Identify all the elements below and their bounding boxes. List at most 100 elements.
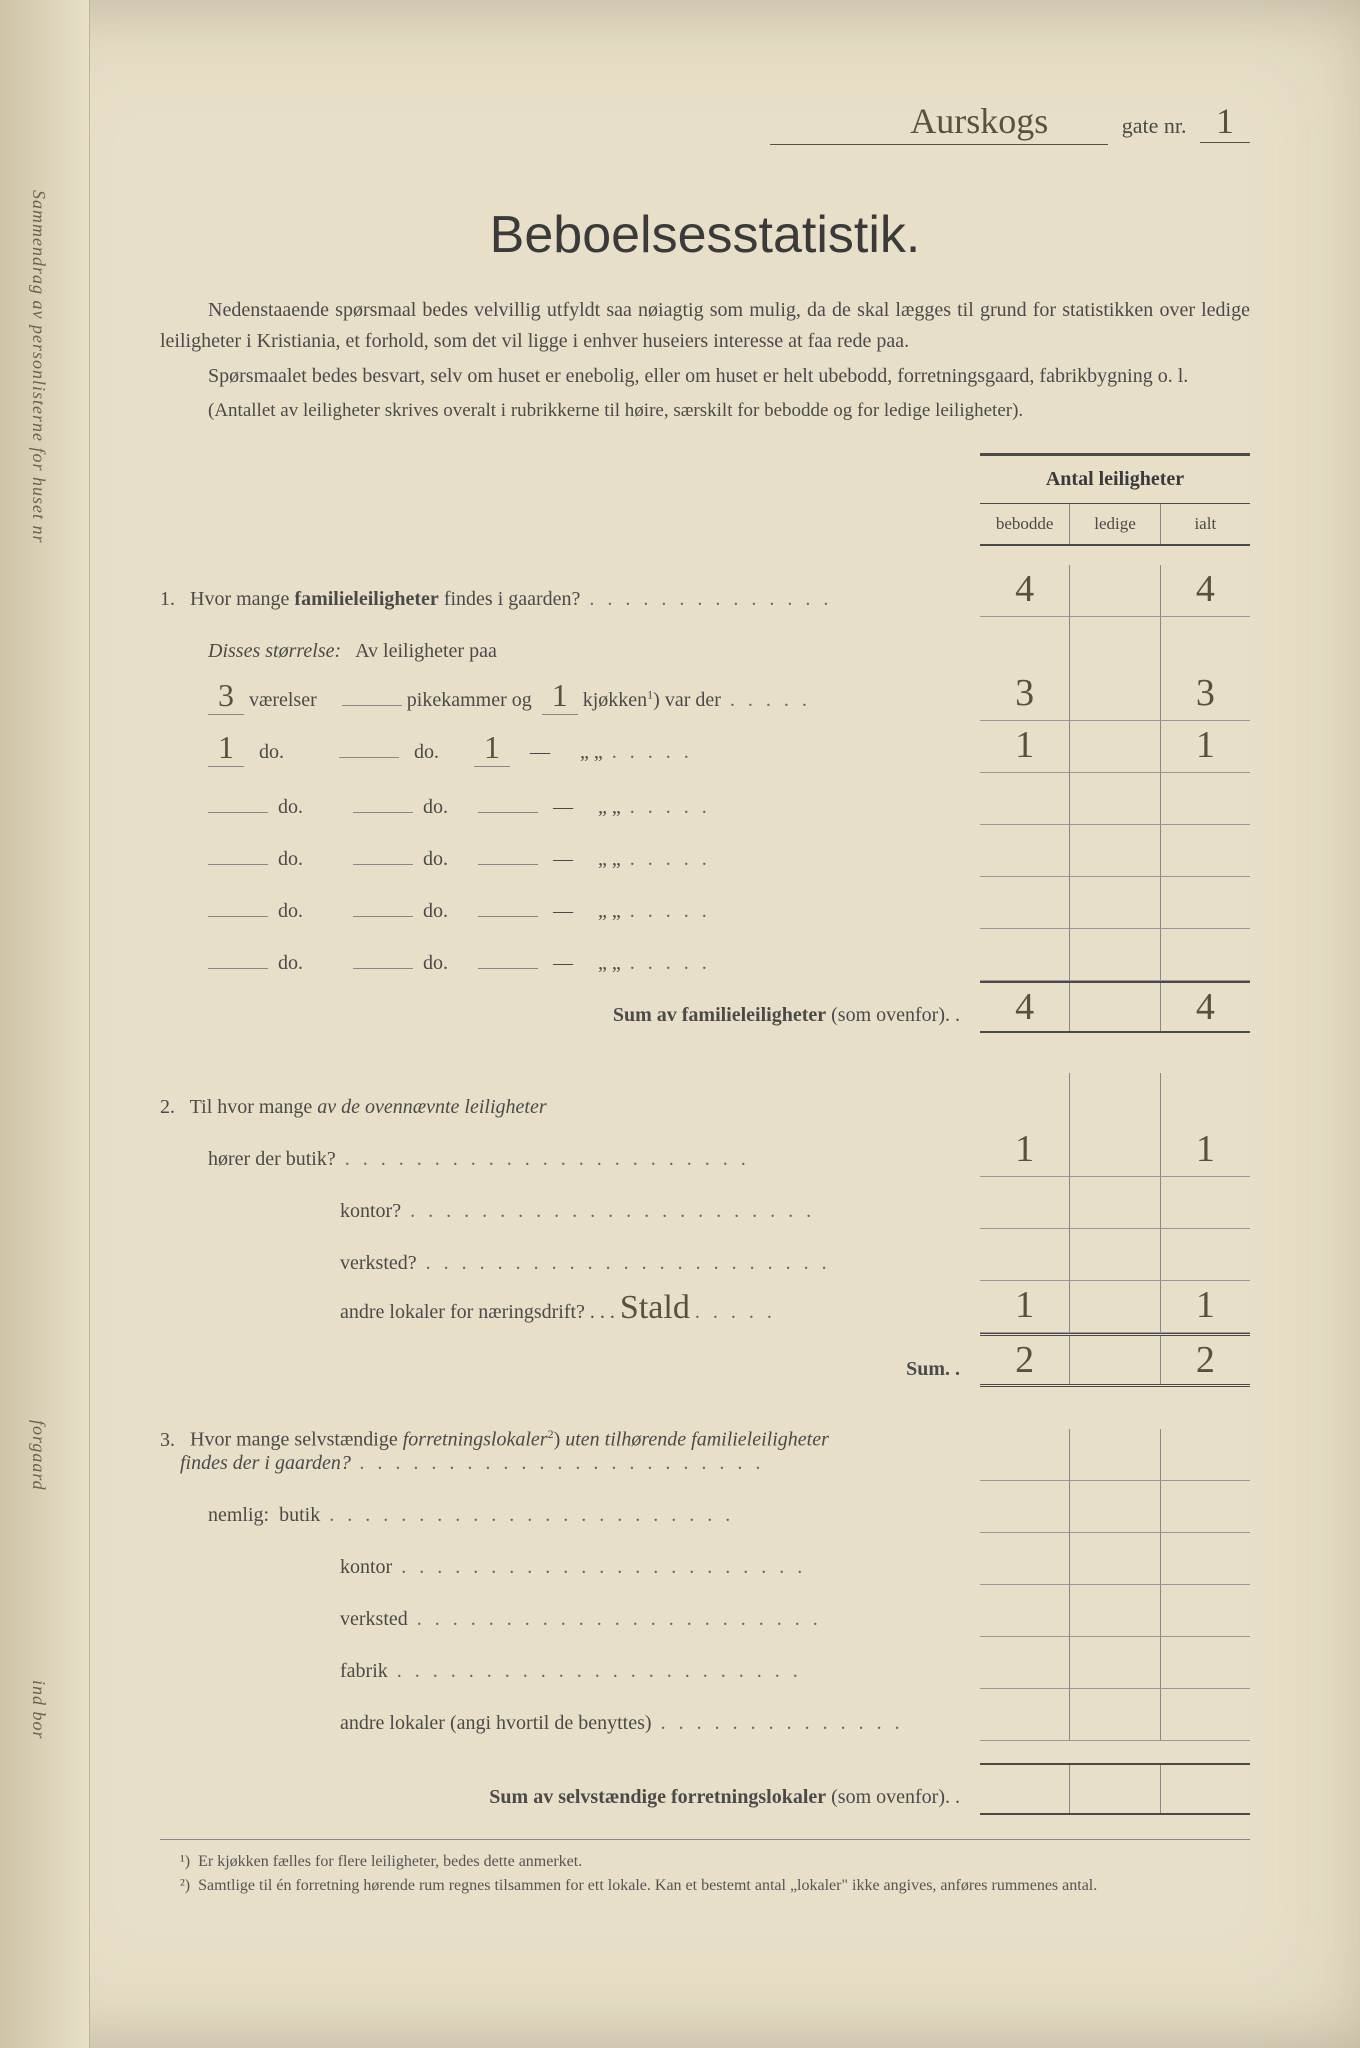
intro-text: Nedenstaaende spørsmaal bedes velvillig … bbox=[160, 295, 1250, 425]
q3-text-c: ) bbox=[554, 1429, 566, 1451]
q2-lead: Til hvor mange bbox=[190, 1096, 318, 1118]
lbl-pikekammer: pikekammer og bbox=[407, 689, 532, 711]
q2-row-kontor: kontor? bbox=[160, 1177, 1250, 1229]
q2-r4-ialt: 1 bbox=[1160, 1281, 1250, 1332]
q3-text-e: findes der i gaarden? bbox=[180, 1452, 765, 1474]
q1-size-row-2: 1 do. do. 1 — „ „ 1 1 bbox=[160, 721, 1250, 773]
q1-size-row-5: do. do. — „ „ bbox=[160, 877, 1250, 929]
q3-row-fabrik: fabrik bbox=[160, 1637, 1250, 1689]
q1-sum-row: Sum av familieleiligheter (som ovenfor).… bbox=[160, 981, 1250, 1033]
lbl-ditto: „ „ bbox=[598, 900, 711, 922]
lbl-suffix: ) var der bbox=[653, 689, 811, 711]
intro-p2: Spørsmaalet bedes besvart, selv om huset… bbox=[160, 361, 1250, 392]
q2-row-verksted: verksted? bbox=[160, 1229, 1250, 1281]
q1-text-a: Hvor mange bbox=[190, 588, 294, 610]
q1-subhead: Disses størrelse: bbox=[208, 640, 341, 662]
q1-subhead2: Av leiligheter paa bbox=[355, 640, 497, 662]
lbl-do: do. bbox=[278, 848, 303, 870]
q2-r3-label: verksted? bbox=[340, 1252, 831, 1274]
q1-r2-vaer: 1 bbox=[208, 729, 244, 767]
q2-lead-row: 2. Til hvor mange av de ovennævnte leili… bbox=[160, 1073, 1250, 1125]
q2-sum-ledige bbox=[1069, 1336, 1159, 1384]
q2-r1-ialt: 1 bbox=[1160, 1125, 1250, 1176]
q3-text-b: forretningslokaler bbox=[403, 1429, 548, 1451]
q3-row-butik: nemlig: butik bbox=[160, 1481, 1250, 1533]
lbl-do: do. bbox=[278, 952, 303, 974]
lbl-dash: — bbox=[553, 952, 573, 974]
q3-r4-label: fabrik bbox=[340, 1660, 802, 1682]
q2-r1-label: hører der butik? bbox=[208, 1148, 750, 1170]
table-header: Antal leiligheter bbox=[980, 453, 1250, 504]
fn1-text: Er kjøkken fælles for flere leiligheter,… bbox=[198, 1853, 582, 1870]
fn2-text: Samtlige til én forretning hørende rum r… bbox=[198, 1877, 1097, 1894]
q3-nemlig: nemlig: bbox=[208, 1504, 269, 1526]
lbl-ditto: „ „ bbox=[598, 848, 711, 870]
q1-r2-ialt: 1 bbox=[1160, 721, 1250, 772]
q2-sum-bebodde: 2 bbox=[980, 1336, 1069, 1384]
lbl-dash: — bbox=[530, 741, 550, 763]
lbl-do: do. bbox=[423, 952, 448, 974]
lbl-ditto: „ „ bbox=[598, 952, 711, 974]
q2-lead-i: av de ovennævnte leiligheter bbox=[317, 1096, 546, 1118]
q3-number: 3. bbox=[160, 1429, 175, 1452]
side-margin-text-3: ind bor bbox=[28, 1680, 49, 1740]
q3-text-d: uten tilhørende familieleiligheter bbox=[565, 1429, 829, 1451]
q1-total-ledige bbox=[1069, 565, 1159, 616]
lbl-do: do. bbox=[423, 848, 448, 870]
q1-size-row-3: do. do. — „ „ bbox=[160, 773, 1250, 825]
q3-r3-label: verksted bbox=[340, 1608, 822, 1630]
q1-number: 1. bbox=[160, 588, 175, 611]
q3-r2-label: kontor bbox=[340, 1556, 806, 1578]
q1-sum-ledige bbox=[1069, 983, 1159, 1031]
fn1-mark: ¹) bbox=[180, 1853, 190, 1870]
q3-row-andre: andre lokaler (angi hvortil de benyttes) bbox=[160, 1689, 1250, 1741]
q1-size-row-4: do. do. — „ „ bbox=[160, 825, 1250, 877]
lbl-kjokken: kjøkken bbox=[583, 689, 647, 711]
q2-row-butik: hører der butik? 1 1 bbox=[160, 1125, 1250, 1177]
lbl-do: do. bbox=[423, 796, 448, 818]
q1-sum-ialt: 4 bbox=[1160, 983, 1250, 1031]
q1-r1-bebodde: 3 bbox=[980, 669, 1069, 720]
q2-sum-row: Sum. . 2 2 bbox=[160, 1333, 1250, 1387]
q2-r4-bebodde: 1 bbox=[980, 1281, 1069, 1332]
q1-total-ialt: 4 bbox=[1160, 565, 1250, 616]
q3-r5-label: andre lokaler (angi hvortil de benyttes) bbox=[340, 1712, 904, 1734]
gate-number: 1 bbox=[1200, 100, 1250, 143]
q2-r1-bebodde: 1 bbox=[980, 1125, 1069, 1176]
intro-p1: Nedenstaaende spørsmaal bedes velvillig … bbox=[160, 295, 1250, 357]
q1-text-c: findes i gaarden? bbox=[439, 588, 833, 610]
q3-sum-row: Sum av selvstændige forretningslokaler (… bbox=[160, 1763, 1250, 1815]
lbl-do-2: do. bbox=[414, 741, 439, 763]
q1-size-row-1: 3 værelser pikekammer og 1 kjøkken1) var… bbox=[160, 669, 1250, 721]
q2-sum-label: Sum. . bbox=[160, 1358, 980, 1387]
col-ialt: ialt bbox=[1160, 504, 1250, 544]
col-bebodde: bebodde bbox=[980, 504, 1069, 544]
q3-lead-row: 3. Hvor mange selvstændige forretningslo… bbox=[160, 1427, 1250, 1481]
q1-r2-bebodde: 1 bbox=[980, 721, 1069, 772]
q1-total-bebodde: 4 bbox=[980, 565, 1069, 616]
col-ledige: ledige bbox=[1069, 504, 1159, 544]
lbl-do: do. bbox=[278, 796, 303, 818]
lbl-vaerelser: værelser bbox=[249, 689, 317, 711]
lbl-dash: — bbox=[553, 900, 573, 922]
q3-row-kontor: kontor bbox=[160, 1533, 1250, 1585]
q1-sum-suffix: (som ovenfor). . bbox=[831, 1004, 960, 1026]
q1-r1-ialt: 3 bbox=[1160, 669, 1250, 720]
intro-p3: (Antallet av leiligheter skrives overalt… bbox=[160, 396, 1250, 425]
q2-r1-ledige bbox=[1069, 1125, 1159, 1176]
q1-sum-label: Sum av familieleiligheter bbox=[613, 1004, 826, 1026]
q2-number: 2. bbox=[160, 1096, 175, 1119]
side-margin-text-1: Sammendrag av personlisterne for huset n… bbox=[28, 190, 49, 543]
q3-row-verksted: verksted bbox=[160, 1585, 1250, 1637]
lbl-dash: — bbox=[553, 796, 573, 818]
q2-sum-ialt: 2 bbox=[1160, 1336, 1250, 1384]
header-line: Aurskogs gate nr. 1 bbox=[160, 100, 1250, 145]
fn2-mark: ²) bbox=[180, 1877, 190, 1894]
street-name: Aurskogs bbox=[770, 100, 1108, 145]
page-title: Beboelsesstatistik. bbox=[160, 205, 1250, 265]
document-page: Sammendrag av personlisterne for huset n… bbox=[0, 0, 1360, 2048]
q1-main-row: 1. Hvor mange familieleiligheter findes … bbox=[160, 565, 1250, 617]
gate-label: gate nr. bbox=[1122, 113, 1187, 138]
q1-subhead-row: Disses størrelse: Av leiligheter paa bbox=[160, 617, 1250, 669]
lbl-ditto: „ „ bbox=[598, 796, 711, 818]
